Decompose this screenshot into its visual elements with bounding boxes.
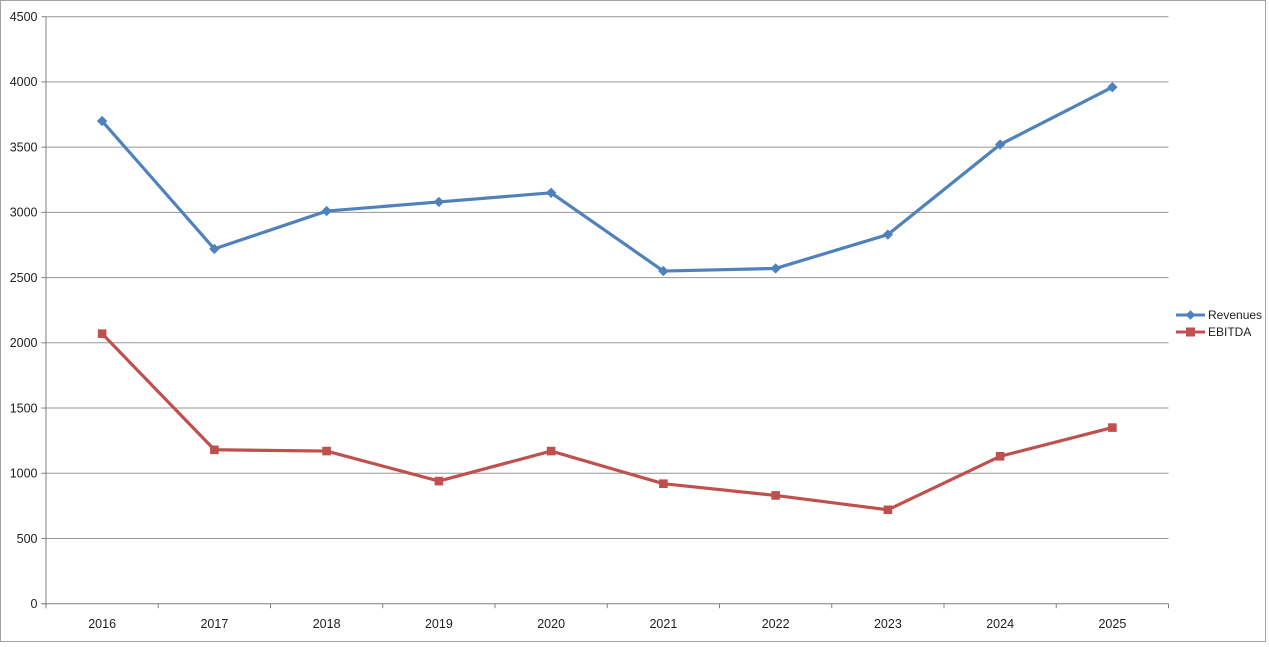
revenues-diamond-icon xyxy=(1185,310,1196,320)
legend-item-revenues: Revenues xyxy=(1176,307,1262,323)
ebitda-square-icon xyxy=(1186,327,1195,337)
data-point-revenues-2018 xyxy=(321,205,332,217)
legend-item-ebitda: EBITDA xyxy=(1176,324,1262,340)
y-tick-label: 0 xyxy=(31,597,38,611)
data-point-ebitda-2023 xyxy=(883,505,893,515)
data-point-revenues-2020 xyxy=(545,187,557,198)
data-point-ebitda-2022 xyxy=(771,491,780,500)
y-tick-label: 3500 xyxy=(10,140,38,154)
x-axis-label: 2020 xyxy=(537,617,565,631)
data-point-revenues-2017 xyxy=(209,243,220,255)
y-tick-label: 4000 xyxy=(10,75,38,89)
revenues-legend-marker xyxy=(1176,310,1205,320)
y-tick-label: 1500 xyxy=(10,401,38,415)
y-tick-label: 500 xyxy=(17,532,38,546)
data-point-revenues-2025 xyxy=(1107,81,1118,93)
ebitda-legend-label: EBITDA xyxy=(1208,325,1252,339)
data-point-revenues-2024 xyxy=(994,139,1006,150)
data-point-revenues-2021 xyxy=(658,265,669,277)
y-tick-label: 3000 xyxy=(10,206,38,220)
y-tick-label: 4500 xyxy=(10,10,38,24)
x-axis-label: 2017 xyxy=(200,617,228,631)
x-axis-label: 2024 xyxy=(986,617,1014,631)
data-point-ebitda-2020 xyxy=(546,446,556,456)
revenues-legend-label: Revenues xyxy=(1208,308,1263,322)
series-line-revenues xyxy=(100,85,1114,273)
x-axis-label: 2018 xyxy=(313,617,341,631)
x-axis-label: 2021 xyxy=(649,617,677,631)
data-point-ebitda-2017 xyxy=(210,445,219,455)
data-point-revenues-2022 xyxy=(770,263,781,274)
y-tick-label: 2000 xyxy=(10,336,38,350)
data-point-ebitda-2016 xyxy=(97,329,107,338)
data-point-ebitda-2021 xyxy=(659,479,668,488)
x-axis-label: 2025 xyxy=(1098,617,1126,631)
data-point-ebitda-2018 xyxy=(322,446,331,456)
legend: Revenues EBITDA xyxy=(1176,307,1262,340)
x-axis-label: 2023 xyxy=(874,617,902,631)
ebitda-legend-marker xyxy=(1176,327,1205,337)
x-axis-label: 2019 xyxy=(425,617,453,631)
x-axis-label: 2022 xyxy=(762,617,790,631)
series-line-ebitda xyxy=(100,332,1114,512)
data-point-revenues-2019 xyxy=(433,196,445,208)
y-tick-label: 2500 xyxy=(10,271,38,285)
data-point-ebitda-2019 xyxy=(434,476,444,486)
data-point-ebitda-2024 xyxy=(995,451,1005,461)
x-axis-label: 2016 xyxy=(88,617,116,631)
data-point-ebitda-2025 xyxy=(1108,423,1117,432)
y-tick-label: 1000 xyxy=(10,467,38,481)
data-point-revenues-2016 xyxy=(96,115,108,127)
data-point-revenues-2023 xyxy=(882,229,894,240)
